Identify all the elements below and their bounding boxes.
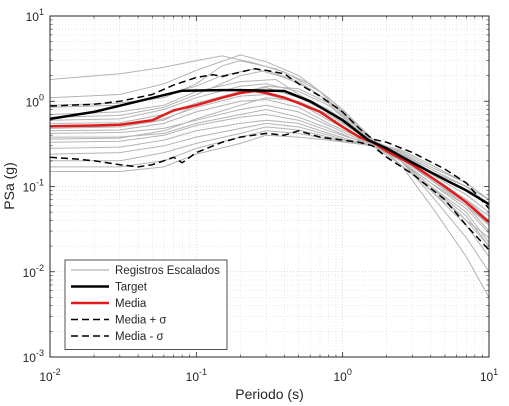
x-tick-label: 10-2 [39,367,60,384]
tick-labels: 10-2 10-1 100 101 10-3 10-2 10-1 100 101 [23,7,499,384]
media-line [50,89,489,224]
media-plus-sigma-line [50,68,489,210]
y-tick-label: 100 [26,92,44,109]
legend-label: Registros Escalados [115,265,220,277]
legend: Registros Escalados Target Media Media + σ M… [64,259,228,350]
legend-box [64,259,228,350]
scaled-record-line [50,60,489,247]
plot-lines [50,54,489,298]
legend-label: Media + σ [115,315,167,327]
scaled-record-line [50,85,489,234]
legend-label: Media - σ [115,331,164,343]
scaled-record-line [50,108,489,298]
x-tick-label: 100 [333,367,351,384]
axis-ticks [49,15,490,358]
y-tick-label: 10-1 [23,178,44,195]
scaled-record-line [50,98,489,273]
scaled-record-line [50,134,489,201]
y-tick-label: 10-3 [23,348,44,365]
scaled-record-line [50,126,489,206]
y-axis-label: PSa (g) [1,162,17,209]
legend-label: Target [115,282,148,294]
y-tick-label: 101 [26,7,44,24]
target-line [50,88,489,206]
legend-label: Media [115,298,147,310]
x-tick-label: 101 [480,367,498,384]
y-tick-label: 10-2 [23,263,44,280]
x-axis-label: Periodo (s) [235,386,303,402]
media-minus-sigma-line [50,130,489,251]
scaled-record-line [50,113,489,201]
x-tick-label: 10-1 [186,367,207,384]
